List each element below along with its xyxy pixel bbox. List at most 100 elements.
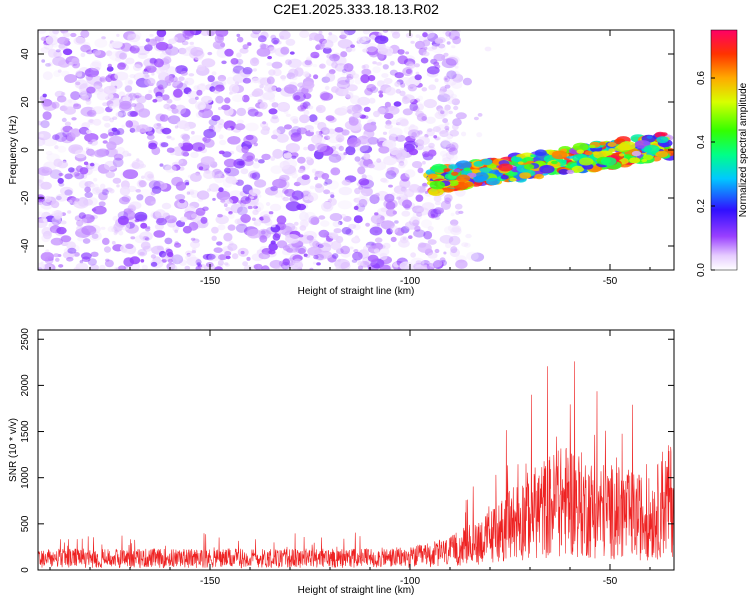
heatmap-cell xyxy=(263,84,277,93)
heatmap-cell xyxy=(181,40,189,46)
heatmap-cell xyxy=(326,58,335,66)
heatmap-cell xyxy=(140,222,148,229)
heatmap-cell xyxy=(410,257,425,267)
heatmap-cell xyxy=(58,43,66,49)
heatmap-cell xyxy=(210,164,217,170)
heatmap-cell xyxy=(376,158,382,163)
heatmap-cell xyxy=(93,177,98,182)
heatmap-cell xyxy=(232,69,240,75)
heatmap-cell xyxy=(410,252,416,258)
heatmap-cell xyxy=(341,227,352,235)
heatmap-cell xyxy=(655,150,669,158)
heatmap-cell xyxy=(151,72,155,76)
heatmap-cell xyxy=(348,116,356,123)
heatmap-cell xyxy=(281,78,286,82)
heatmap-cell xyxy=(95,189,103,194)
heatmap-cell xyxy=(196,262,201,266)
heatmap-cell xyxy=(318,30,323,35)
heatmap-cell xyxy=(324,178,333,185)
heatmap-cell xyxy=(147,173,154,179)
heatmap-cell xyxy=(313,74,319,80)
heatmap-cell xyxy=(155,113,166,122)
heatmap-cell xyxy=(190,151,199,159)
heatmap-cell xyxy=(116,33,120,38)
top-y-axis-label: Frequency (Hz) xyxy=(8,116,19,185)
heatmap-cell xyxy=(443,251,447,255)
heatmap-cell xyxy=(333,235,341,241)
heatmap-cell xyxy=(399,236,409,244)
heatmap-cell xyxy=(188,97,197,105)
heatmap-cell xyxy=(464,242,471,248)
heatmap-cell xyxy=(174,229,179,234)
heatmap-cell xyxy=(436,105,443,112)
heatmap-cell xyxy=(385,86,396,96)
heatmap-cell xyxy=(242,94,250,103)
heatmap-cell xyxy=(421,87,428,92)
heatmap-cell xyxy=(268,211,274,215)
heatmap-cell xyxy=(322,47,332,54)
heatmap-cell xyxy=(215,30,229,37)
heatmap-cell xyxy=(354,77,362,85)
heatmap-cell xyxy=(448,147,458,156)
heatmap-cell xyxy=(113,153,124,161)
heatmap-cell xyxy=(38,137,46,147)
heatmap-cell xyxy=(455,255,467,263)
heatmap-cell xyxy=(181,150,189,157)
heatmap-cell xyxy=(302,81,315,89)
heatmap-cell xyxy=(270,165,283,175)
heatmap-cell xyxy=(215,214,229,225)
heatmap-cell xyxy=(415,71,420,75)
heatmap-cell xyxy=(360,74,370,84)
heatmap-cell xyxy=(78,90,88,97)
heatmap-cell xyxy=(321,39,334,49)
heatmap-cell xyxy=(325,115,335,122)
heatmap-cell xyxy=(75,81,81,86)
heatmap-cell xyxy=(208,183,220,192)
heatmap-cell xyxy=(123,208,133,215)
heatmap-cell xyxy=(357,40,369,49)
heatmap-cell xyxy=(225,255,231,260)
heatmap-cell xyxy=(333,228,342,234)
heatmap-cell xyxy=(228,83,240,94)
heatmap-cell xyxy=(262,121,267,125)
heatmap-cell xyxy=(429,180,445,190)
heatmap-cell xyxy=(417,130,423,135)
heatmap-cell xyxy=(130,30,135,35)
heatmap-cell xyxy=(58,42,68,51)
heatmap-cell xyxy=(428,187,444,196)
heatmap-cell xyxy=(193,85,200,91)
heatmap-cell xyxy=(223,158,237,168)
heatmap-cell xyxy=(361,65,366,69)
heatmap-cell xyxy=(70,32,77,38)
heatmap-cell xyxy=(151,186,162,194)
heatmap-cell xyxy=(49,30,59,37)
heatmap-cell xyxy=(416,113,427,122)
heatmap-cell xyxy=(74,172,85,180)
heatmap-cell xyxy=(258,228,269,238)
heatmap-cell xyxy=(66,257,74,262)
heatmap-cell xyxy=(301,60,313,68)
heatmap-cell xyxy=(289,195,299,203)
heatmap-cell xyxy=(509,177,517,182)
heatmap-cell xyxy=(421,202,435,211)
heatmap-cell xyxy=(160,142,169,148)
heatmap-cell xyxy=(184,30,194,37)
heatmap-cell xyxy=(261,265,270,270)
heatmap-cell xyxy=(55,257,60,262)
heatmap-cell xyxy=(58,264,64,268)
heatmap-cell xyxy=(372,66,381,74)
heatmap-cell xyxy=(50,237,64,246)
heatmap-cell xyxy=(147,38,158,47)
heatmap-cell xyxy=(303,109,310,116)
heatmap-cell xyxy=(329,192,335,196)
heatmap-cell xyxy=(437,93,451,103)
heatmap-cell xyxy=(399,90,406,97)
heatmap-cell xyxy=(236,52,242,58)
heatmap-cell xyxy=(83,198,94,206)
heatmap-cell xyxy=(310,217,320,225)
heatmap-cell xyxy=(448,153,458,162)
heatmap-cell xyxy=(455,112,467,120)
heatmap-cell xyxy=(228,211,233,215)
heatmap-cell xyxy=(463,167,471,172)
heatmap-cell xyxy=(121,124,126,128)
